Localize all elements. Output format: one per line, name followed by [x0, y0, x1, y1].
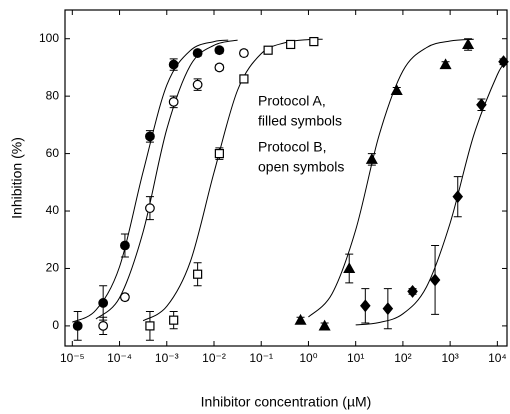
marker [365, 153, 378, 164]
y-tick-label: 40 [46, 203, 60, 217]
marker [439, 58, 452, 70]
fit-curve [142, 38, 323, 322]
marker [476, 98, 487, 112]
y-tick-label: 60 [46, 146, 60, 160]
x-axis-label: Inhibitor concentration (µM) [201, 394, 372, 410]
x-tick-label: 10⁴ [488, 351, 507, 365]
marker [239, 74, 249, 84]
marker [360, 299, 371, 313]
marker [145, 131, 155, 142]
marker [390, 84, 403, 96]
y-tick-label: 20 [46, 261, 60, 275]
marker [98, 320, 109, 331]
marker [145, 203, 155, 214]
marker [382, 302, 394, 316]
marker [192, 79, 203, 90]
fit-curve [72, 39, 229, 323]
marker [286, 39, 296, 50]
marker [462, 38, 475, 50]
plot-frame [64, 9, 508, 347]
marker [193, 269, 203, 279]
marker [343, 262, 356, 274]
x-tick-label: 10³ [441, 351, 458, 365]
x-tick-label: 10⁻⁵ [60, 351, 85, 365]
marker [214, 62, 225, 73]
marker [72, 320, 83, 331]
x-tick-label: 10² [394, 351, 411, 365]
marker [429, 273, 441, 287]
annotation: open symbols [258, 159, 344, 175]
marker [168, 96, 179, 107]
x-tick-label: 10⁰ [299, 351, 317, 365]
fit-curve [308, 38, 474, 318]
marker [192, 48, 203, 58]
marker [214, 45, 225, 56]
x-tick-label: 10⁻¹ [249, 351, 273, 365]
marker [318, 319, 331, 331]
marker [214, 148, 224, 159]
marker [452, 190, 464, 204]
marker [498, 55, 509, 69]
y-axis-label: Inhibition (%) [9, 137, 25, 219]
annotation: Protocol A, [258, 93, 326, 109]
y-tick-label: 80 [46, 88, 60, 102]
annotation: filled symbols [258, 113, 342, 129]
marker [145, 321, 155, 331]
marker [407, 284, 418, 298]
marker [239, 48, 249, 58]
marker [120, 292, 130, 303]
marker [169, 315, 179, 325]
marker [309, 36, 319, 47]
fit-curve [355, 61, 508, 326]
y-tick-label: 0 [52, 318, 59, 332]
marker [168, 59, 179, 70]
annotation: Protocol B, [258, 139, 326, 155]
x-tick-label: 10⁻³ [155, 351, 179, 365]
marker [294, 313, 307, 325]
marker [120, 240, 130, 251]
marker [263, 45, 273, 55]
marker [98, 298, 109, 308]
x-tick-label: 10⁻² [202, 351, 226, 365]
x-tick-label: 10⁻⁴ [107, 351, 132, 365]
fit-curve [95, 39, 238, 320]
x-tick-label: 10¹ [347, 351, 364, 365]
y-tick-label: 100 [39, 31, 59, 45]
